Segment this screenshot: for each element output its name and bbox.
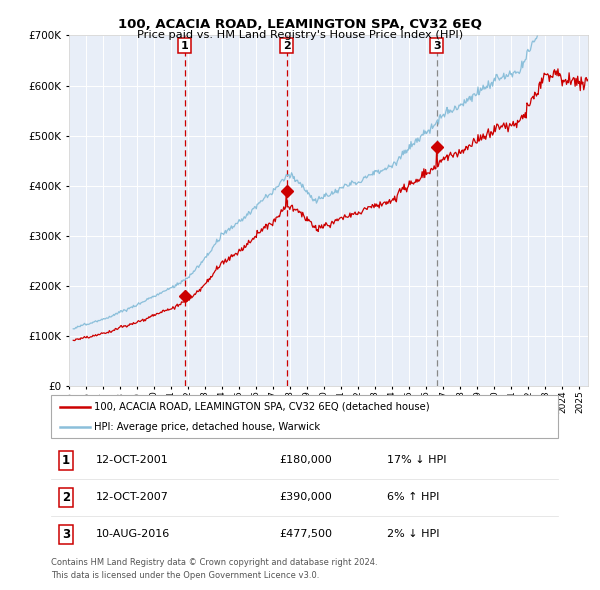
Text: 2: 2 <box>283 41 290 51</box>
Text: £180,000: £180,000 <box>279 455 332 466</box>
Text: 1: 1 <box>62 454 70 467</box>
Text: 12-OCT-2001: 12-OCT-2001 <box>96 455 169 466</box>
Text: £477,500: £477,500 <box>279 529 332 539</box>
Text: 3: 3 <box>62 528 70 541</box>
Text: 10-AUG-2016: 10-AUG-2016 <box>96 529 170 539</box>
Text: Price paid vs. HM Land Registry's House Price Index (HPI): Price paid vs. HM Land Registry's House … <box>137 30 463 40</box>
Text: 12-OCT-2007: 12-OCT-2007 <box>96 493 169 503</box>
Text: 100, ACACIA ROAD, LEAMINGTON SPA, CV32 6EQ (detached house): 100, ACACIA ROAD, LEAMINGTON SPA, CV32 6… <box>94 402 430 412</box>
Text: Contains HM Land Registry data © Crown copyright and database right 2024.: Contains HM Land Registry data © Crown c… <box>51 558 377 566</box>
Text: 6% ↑ HPI: 6% ↑ HPI <box>387 493 439 503</box>
Text: 2: 2 <box>62 491 70 504</box>
Text: 3: 3 <box>433 41 440 51</box>
Text: 1: 1 <box>181 41 188 51</box>
Text: 2% ↓ HPI: 2% ↓ HPI <box>387 529 439 539</box>
Text: £390,000: £390,000 <box>279 493 332 503</box>
Text: 17% ↓ HPI: 17% ↓ HPI <box>387 455 446 466</box>
Text: HPI: Average price, detached house, Warwick: HPI: Average price, detached house, Warw… <box>94 422 320 432</box>
Text: 100, ACACIA ROAD, LEAMINGTON SPA, CV32 6EQ: 100, ACACIA ROAD, LEAMINGTON SPA, CV32 6… <box>118 18 482 31</box>
Text: This data is licensed under the Open Government Licence v3.0.: This data is licensed under the Open Gov… <box>51 571 319 579</box>
